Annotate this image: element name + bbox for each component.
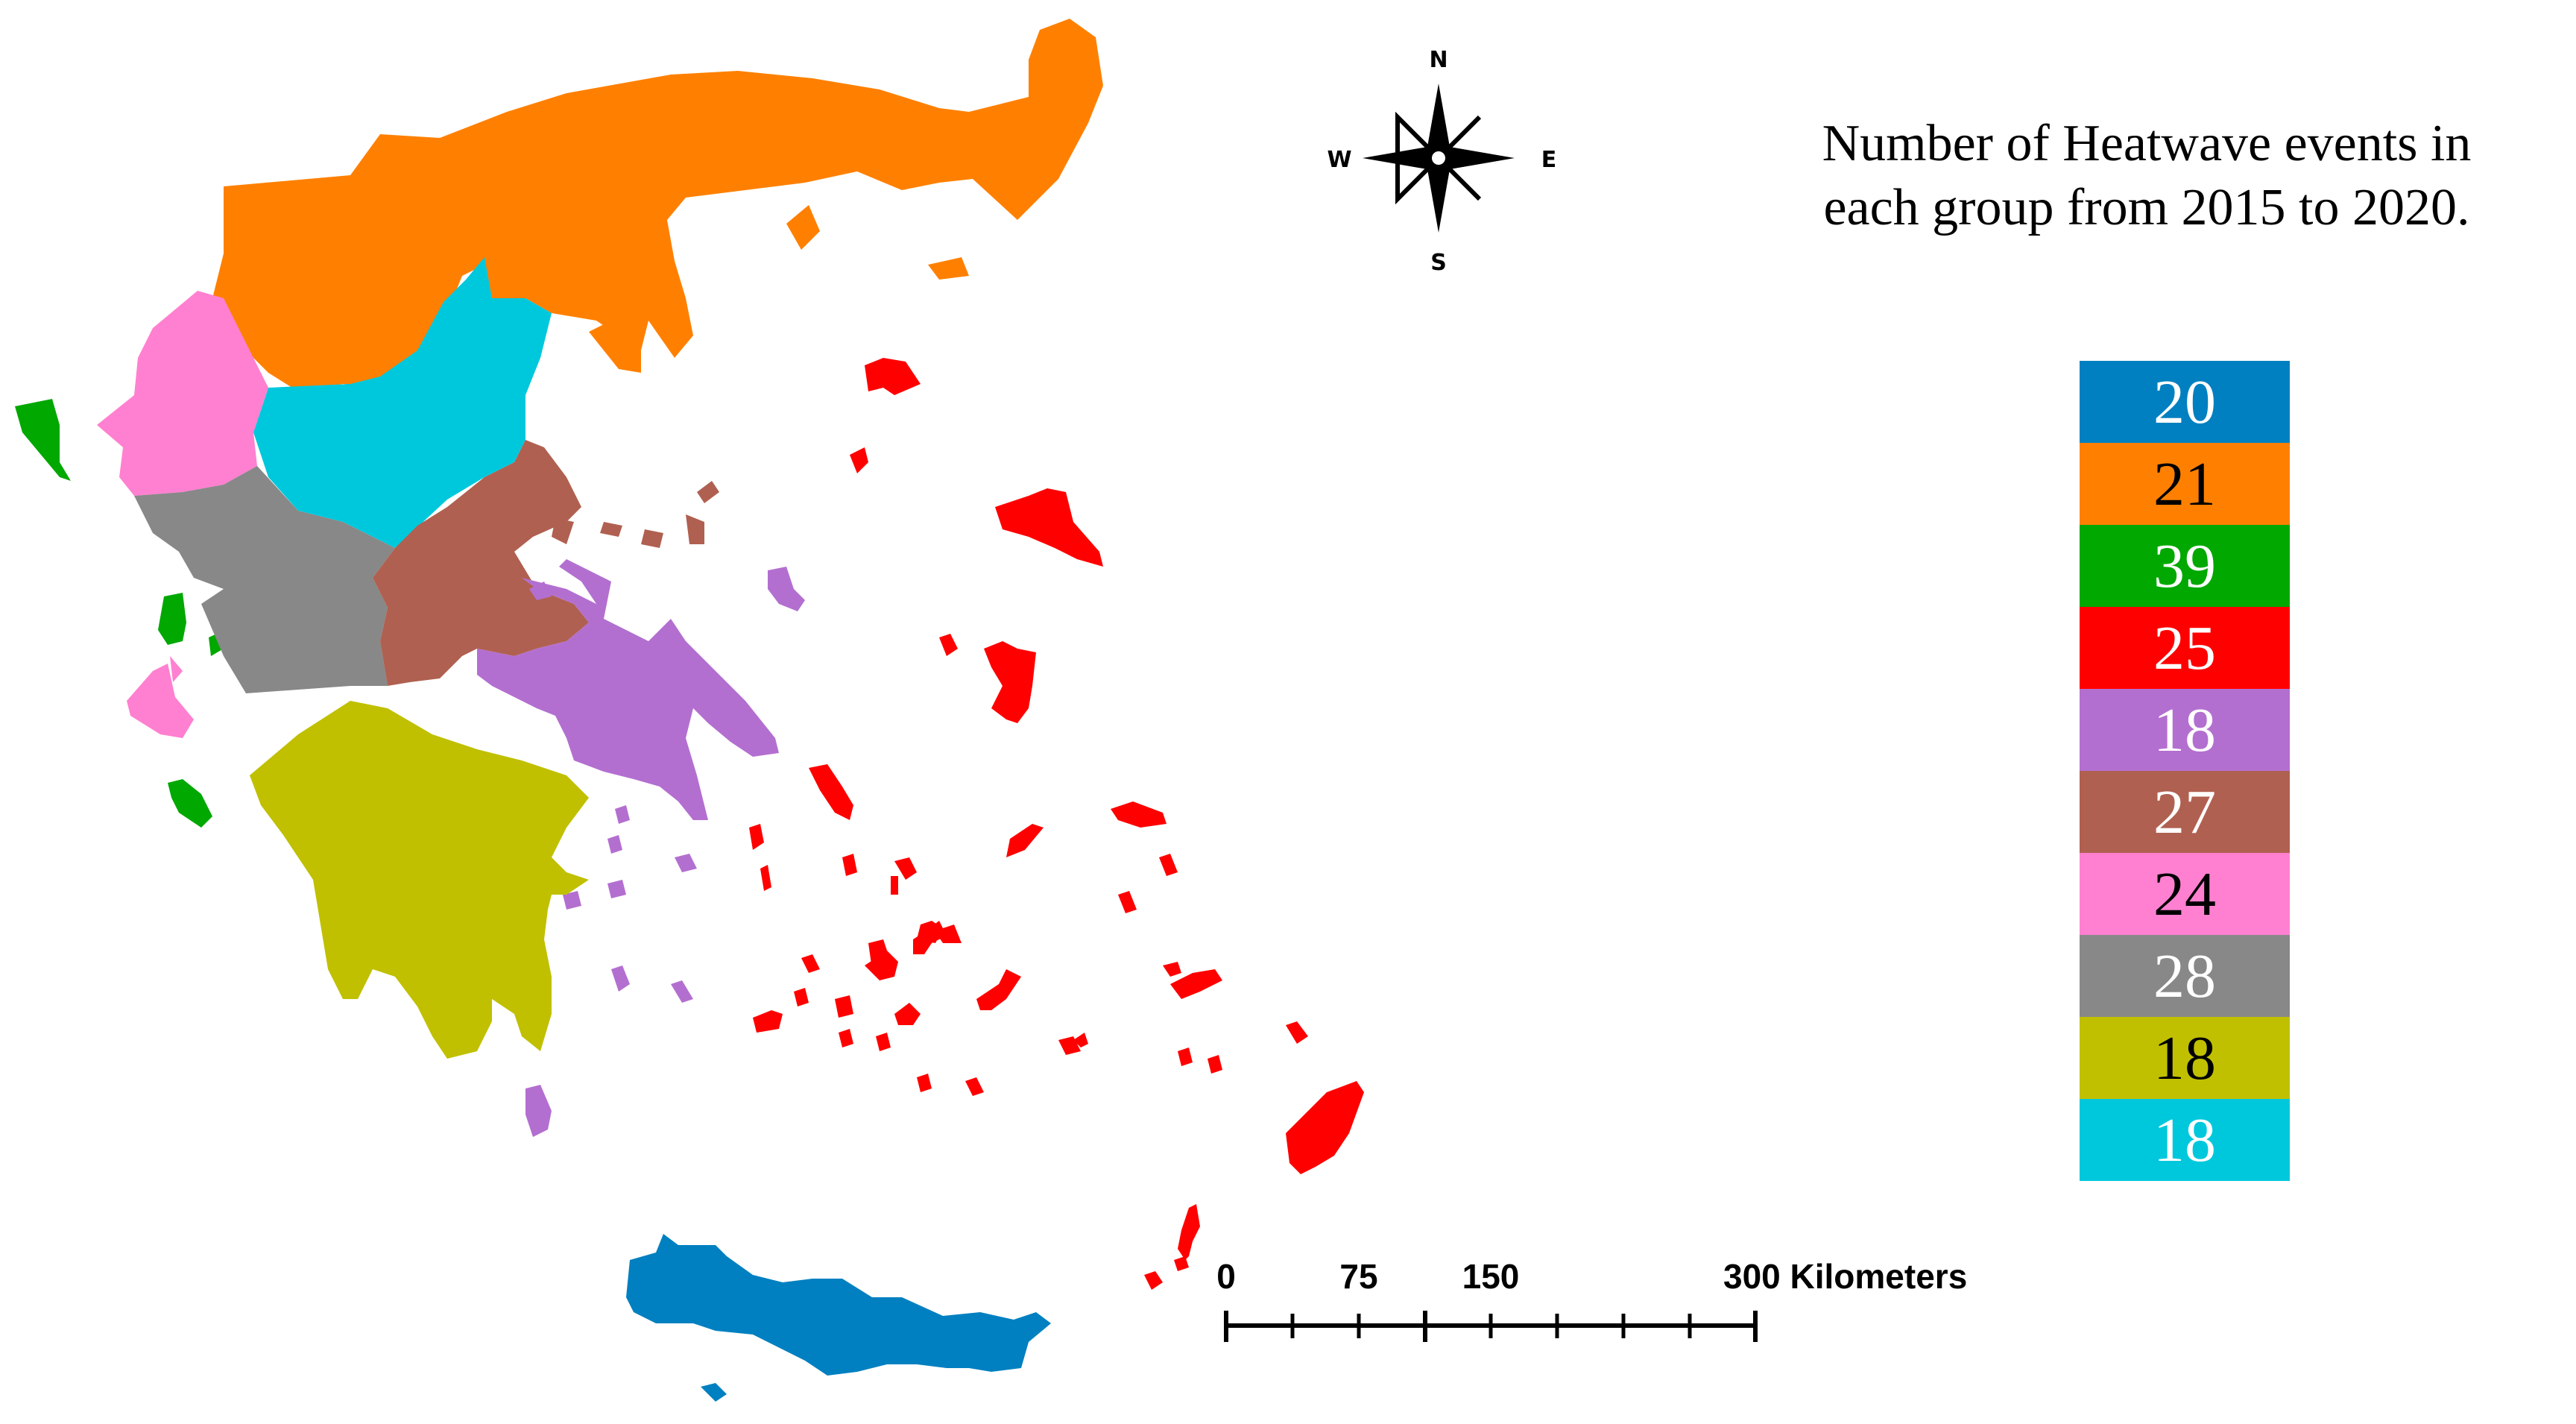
scale-tick-150: 150 [1462, 1257, 1520, 1296]
legend-item-grey: 28 [2080, 935, 2290, 1017]
compass-rose: N S E W [1327, 47, 1556, 276]
map-title-line-2: each group from 2015 to 2020. [1823, 179, 2470, 236]
region-red [749, 358, 1364, 1290]
region-blue [626, 1234, 1051, 1402]
region-grey [134, 466, 395, 693]
scale-bar: 0 75 150 300 Kilometers [1216, 1257, 1967, 1342]
legend-item-brown: 27 [2080, 771, 2290, 853]
legend-item-green: 39 [2080, 525, 2290, 607]
compass-east-point [1439, 147, 1515, 169]
legend-item-purple: 18 [2080, 689, 2290, 771]
compass-w-label: W [1327, 147, 1351, 173]
scale-tick-0: 0 [1216, 1257, 1236, 1296]
region-cyan [253, 257, 552, 548]
legend-item-red: 25 [2080, 607, 2290, 689]
legend-item-olive: 18 [2080, 1017, 2290, 1099]
map-title-line-1: Number of Heatwave events in [1822, 115, 2472, 172]
compass-e-label: E [1541, 147, 1557, 173]
compass-s-label: S [1430, 250, 1447, 276]
region-olive [250, 701, 589, 1059]
region-purple [477, 559, 805, 1137]
region-brown [373, 440, 719, 686]
compass-south-point [1427, 158, 1450, 233]
region-orange [209, 19, 1103, 391]
compass-n-label: N [1429, 47, 1448, 73]
map-title: Number of Heatwave events in each group … [1729, 112, 2564, 240]
legend: 20 21 39 25 18 27 24 28 18 18 [2080, 361, 2290, 1181]
legend-item-blue: 20 [2080, 361, 2290, 443]
compass-west-point [1363, 147, 1439, 169]
compass-north-point [1427, 84, 1450, 158]
legend-item-cyan: 18 [2080, 1099, 2290, 1181]
legend-item-pink: 24 [2080, 853, 2290, 935]
legend-item-orange: 21 [2080, 443, 2290, 525]
region-pink [97, 291, 268, 738]
scale-tick-300-kilometers: 300 Kilometers [1723, 1257, 1967, 1296]
scale-tick-75: 75 [1339, 1257, 1377, 1296]
